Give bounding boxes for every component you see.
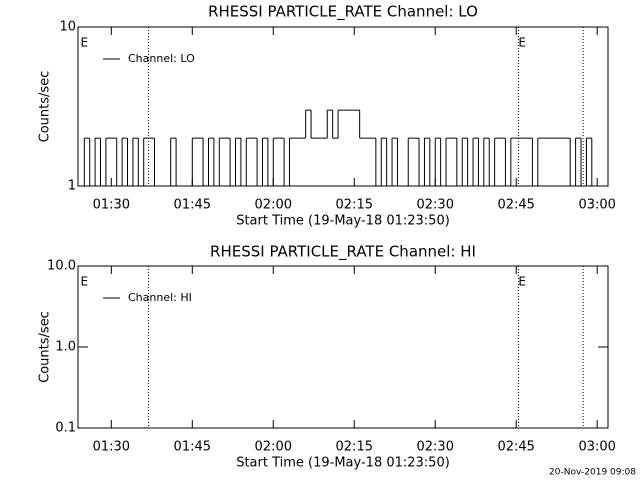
y-axis-label: Counts/sec	[38, 71, 53, 143]
annotation: E	[518, 275, 526, 289]
y-tick-label: 1.0	[55, 340, 76, 355]
annotation: E	[518, 36, 526, 50]
legend-label: Channel: HI	[128, 291, 192, 304]
x-tick-label: 02:45	[497, 440, 534, 455]
annotation: E	[81, 275, 89, 289]
y-tick-label: 0.1	[55, 421, 76, 436]
legend-label: Channel: LO	[128, 52, 195, 65]
y-tick-label: 10.0	[47, 259, 76, 274]
x-tick-label: 02:30	[417, 440, 454, 455]
y-tick-label: 10	[59, 20, 76, 35]
x-tick-label: 03:00	[578, 198, 615, 213]
x-tick-label: 01:45	[174, 198, 211, 213]
x-tick-label: 02:45	[497, 198, 534, 213]
chart-title: RHESSI PARTICLE_RATE Channel: LO	[208, 3, 478, 22]
x-tick-label: 02:30	[417, 198, 454, 213]
x-axis-label: Start Time (19-May-18 01:23:50)	[236, 456, 450, 471]
x-tick-label: 01:30	[93, 198, 130, 213]
x-tick-label: 02:15	[336, 198, 373, 213]
y-tick-label: 1	[68, 179, 76, 194]
y-axis-label: Counts/sec	[38, 311, 53, 383]
annotation: E	[81, 36, 89, 50]
x-tick-label: 03:00	[578, 440, 615, 455]
x-tick-label: 01:45	[174, 440, 211, 455]
x-tick-label: 02:00	[255, 440, 292, 455]
plot-frame	[77, 26, 609, 187]
footer: 20-Nov-2019 09:08	[549, 468, 636, 478]
chart-title: RHESSI PARTICLE_RATE Channel: HI	[210, 243, 476, 262]
x-tick-label: 01:30	[93, 440, 130, 455]
x-tick-label: 02:00	[255, 198, 292, 213]
x-tick-label: 02:15	[336, 440, 373, 455]
x-axis-label: Start Time (19-May-18 01:23:50)	[236, 214, 450, 229]
